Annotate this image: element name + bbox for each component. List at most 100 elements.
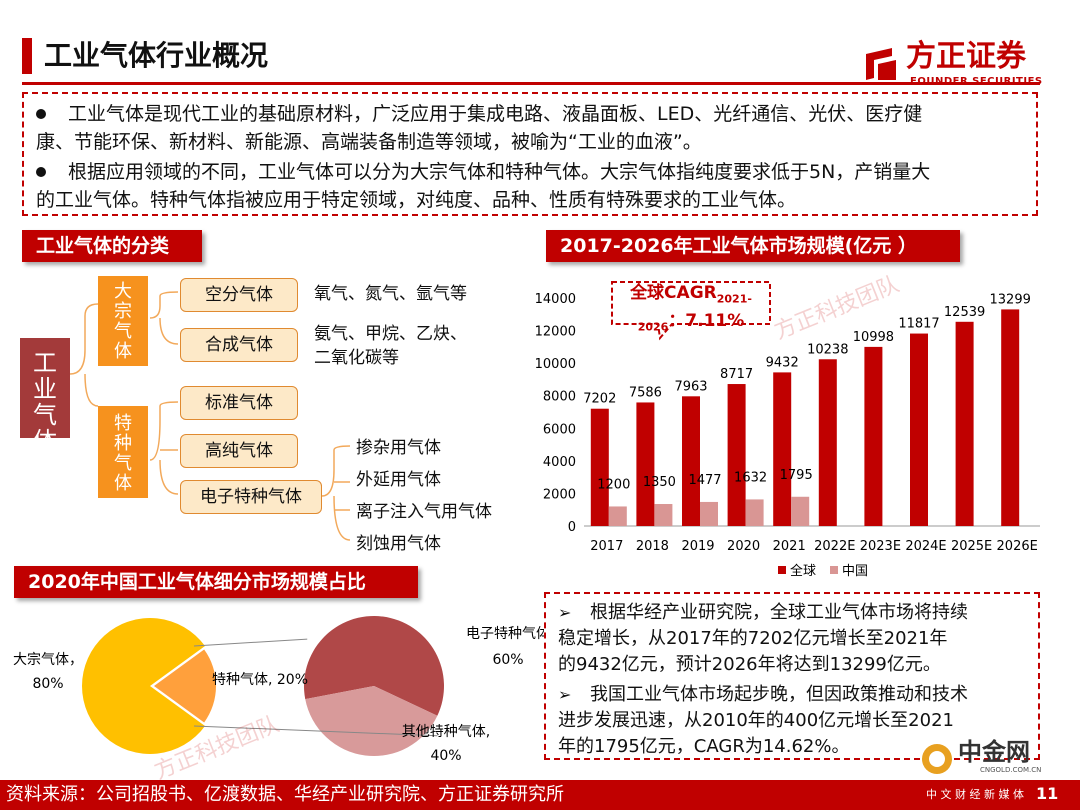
y-tick-label: 14000 bbox=[535, 292, 576, 307]
data-label-global: 10998 bbox=[853, 330, 894, 345]
classification-heading: 工业气体的分类 bbox=[22, 230, 202, 262]
note-item: ➢ 根据华经产业研究院，全球工业气体市场将持续 稳定增长，从2017年的7202… bbox=[558, 600, 1028, 678]
bar-global bbox=[682, 396, 700, 526]
cngold-badge: 中金网 CNGOLD.COM.CN bbox=[920, 738, 1070, 784]
bar-global bbox=[773, 372, 792, 526]
bar-global bbox=[636, 402, 655, 526]
note-line: 进步发展迅速，从2010年的400亿元增长至2021 bbox=[558, 710, 954, 731]
pie-value-electronic-gas: 60% bbox=[492, 652, 523, 668]
footer-source: 资料来源：公司招股书、亿渡数据、华经产业研究院、方正证券研究所 bbox=[6, 784, 564, 805]
y-tick-label: 12000 bbox=[535, 325, 576, 340]
bar-global bbox=[955, 321, 974, 526]
data-label-china: 1200 bbox=[597, 477, 630, 492]
synthesis-note-line: 氨气、甲烷、乙炔、 bbox=[314, 324, 467, 344]
high-purity-gas-box: 高纯气体 bbox=[180, 434, 298, 468]
electronic-gas-item: 离子注入气用气体 bbox=[356, 502, 492, 522]
page-title: 工业气体行业概况 bbox=[44, 39, 269, 72]
data-label-global: 12539 bbox=[944, 305, 985, 320]
synthesis-note-line: 二氧化碳等 bbox=[314, 348, 399, 368]
y-tick-label: 8000 bbox=[543, 390, 576, 405]
x-tick-label: 2020 bbox=[727, 539, 760, 554]
bar-global bbox=[727, 384, 746, 526]
bar-china bbox=[700, 501, 718, 526]
data-label-global: 13299 bbox=[990, 292, 1031, 307]
cagr-callout: 全球CAGR2021- 2026：7.11% bbox=[616, 282, 766, 339]
data-label-china: 1632 bbox=[734, 470, 767, 485]
legend-swatch bbox=[778, 566, 786, 574]
electronic-gas-item: 掺杂用气体 bbox=[356, 438, 441, 458]
cngold-domain: CNGOLD.COM.CN bbox=[980, 766, 1042, 774]
bullet-dot-icon bbox=[36, 109, 46, 119]
electronic-gas-item: 外延用气体 bbox=[356, 470, 441, 490]
cagr-value: ：7.11% bbox=[668, 311, 745, 332]
note-line: 的9432亿元，预计2026年将达到13299亿元。 bbox=[558, 654, 941, 675]
segment-share-pie-chart: 大宗气体， 80% 特种气体, 20% 电子特种气体 60% 其他特种气体, 40% bbox=[13, 615, 544, 764]
bar-chart-heading: 2017-2026年工业气体市场规模(亿元 ） bbox=[546, 230, 960, 262]
pie-connector-line bbox=[193, 725, 438, 737]
x-tick-label: 2017 bbox=[590, 539, 623, 554]
intro-bullet-line: 康、节能环保、新材料、新能源、高端装备制造等领域，被喻为“工业的血液”。 bbox=[36, 131, 702, 153]
special-gas-label: 特种气体 bbox=[114, 413, 132, 494]
root-category-box: 工业气体 bbox=[20, 338, 70, 454]
y-tick-label: 10000 bbox=[535, 357, 576, 372]
intro-bullet: 工业气体是现代工业的基础原材料，广泛应用于集成电路、液晶面板、LED、光纤通信、… bbox=[36, 100, 1024, 156]
synthesis-gas-box: 合成气体 bbox=[180, 328, 298, 362]
founder-logo-icon bbox=[866, 48, 896, 80]
market-notes-box: ➢ 根据华经产业研究院，全球工业气体市场将持续 稳定增长，从2017年的7202… bbox=[544, 592, 1040, 760]
legend-label: 全球 bbox=[790, 563, 816, 579]
data-label-china: 1477 bbox=[688, 473, 721, 488]
y-tick-label: 6000 bbox=[543, 422, 576, 437]
data-label-china: 1350 bbox=[643, 475, 676, 490]
root-category-label: 工业气体 bbox=[33, 349, 57, 455]
cngold-tagline: 中 文 财 经 新 媒 体 bbox=[926, 788, 1024, 801]
note-line: 稳定增长，从2017年的7202亿元增长至2021年 bbox=[558, 628, 948, 649]
y-tick-label: 0 bbox=[568, 520, 576, 535]
pie-label-special-gas: 特种气体, 20% bbox=[212, 672, 308, 688]
arrow-bullet-icon: ➢ bbox=[558, 685, 572, 704]
pie-label-bulk-gas: 大宗气体， bbox=[13, 652, 83, 668]
cagr-label: 全球CAGR bbox=[630, 283, 717, 303]
pie-slice-electronic-special-gas bbox=[304, 615, 444, 716]
intro-box: 工业气体是现代工业的基础原材料，广泛应用于集成电路、液晶面板、LED、光纤通信、… bbox=[22, 92, 1038, 216]
pie-connector-line bbox=[193, 638, 308, 647]
data-label-global: 7963 bbox=[674, 379, 707, 394]
cngold-name: 中金网 bbox=[958, 738, 1030, 766]
x-tick-label: 2026E bbox=[997, 539, 1038, 554]
bar-global bbox=[864, 346, 883, 526]
x-tick-label: 2022E bbox=[814, 539, 855, 554]
cngold-logo-icon bbox=[922, 744, 952, 774]
data-label-global: 10238 bbox=[807, 342, 848, 357]
pie-label-other-special-gas: 其他特种气体, bbox=[402, 724, 490, 740]
bar-china bbox=[608, 506, 627, 526]
note-line: 年的1795亿元，CAGR为14.62%。 bbox=[558, 736, 850, 757]
data-label-china: 1795 bbox=[780, 468, 813, 483]
note-item: ➢ 我国工业气体市场起步晚，但因政策推动和技术 进步发展迅速，从2010年的40… bbox=[558, 682, 1028, 760]
bar-china bbox=[745, 499, 764, 526]
y-tick-label: 4000 bbox=[543, 455, 576, 470]
data-label-global: 8717 bbox=[720, 367, 753, 382]
pie-slice-special-gas bbox=[154, 649, 217, 723]
intro-bullet-line: 工业气体是现代工业的基础原材料，广泛应用于集成电路、液晶面板、LED、光纤通信、… bbox=[68, 103, 923, 125]
page-number: 11 bbox=[1036, 784, 1059, 803]
x-tick-label: 2024E bbox=[905, 539, 946, 554]
legend-label: 中国 bbox=[842, 564, 868, 579]
cagr-callout-shape bbox=[611, 281, 771, 341]
bar-global bbox=[818, 359, 837, 526]
x-tick-label: 2019 bbox=[681, 539, 714, 554]
data-label-global: 7586 bbox=[629, 385, 662, 400]
y-tick-label: 2000 bbox=[543, 487, 576, 502]
pie-slice-bulk-gas bbox=[82, 618, 206, 754]
market-size-bar-chart: 0 2000 4000 6000 8000 10000 12000 14000 7202 1200… bbox=[535, 292, 1040, 579]
classification-connectors bbox=[69, 291, 351, 541]
bar-global bbox=[910, 333, 928, 526]
bar-global bbox=[590, 408, 609, 526]
arrow-bullet-icon: ➢ bbox=[558, 603, 572, 622]
note-line: 我国工业气体市场起步晚，但因政策推动和技术 bbox=[590, 684, 968, 705]
cagr-period-end: 2026 bbox=[637, 320, 669, 334]
intro-bullet-line: 根据应用领域的不同，工业气体可以分为大宗气体和特种气体。大宗气体指纯度要求低于5… bbox=[68, 161, 931, 183]
pie-value-bulk-gas: 80% bbox=[32, 676, 63, 692]
special-gas-box: 特种气体 bbox=[98, 406, 148, 498]
intro-bullet: 根据应用领域的不同，工业气体可以分为大宗气体和特种气体。大宗气体指纯度要求低于5… bbox=[36, 158, 1024, 214]
air-separation-gas-box: 空分气体 bbox=[180, 278, 298, 312]
data-label-global: 11817 bbox=[898, 317, 939, 332]
